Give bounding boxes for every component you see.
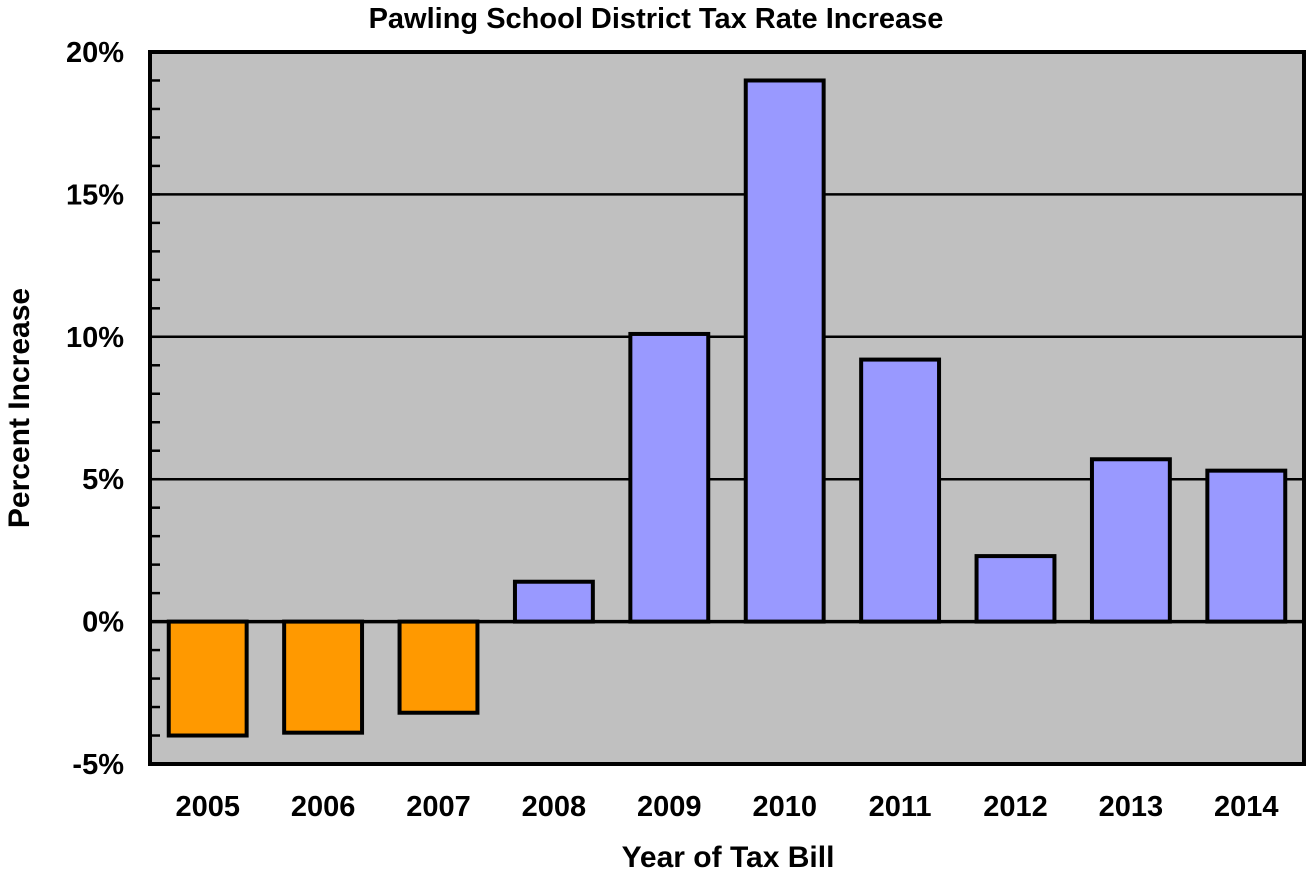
bar [1089, 457, 1172, 624]
x-tick-label: 2009 [637, 791, 702, 823]
bars [166, 78, 1288, 738]
x-tick-label: 2005 [175, 791, 240, 823]
x-tick-label: 2013 [1099, 791, 1164, 823]
x-tick-label: 2010 [752, 791, 817, 823]
x-tick-label: 2007 [406, 791, 471, 823]
x-axis-label: Year of Tax Bill [622, 841, 835, 874]
x-tick-label: 2012 [983, 791, 1048, 823]
y-tick-label: 20% [66, 37, 124, 69]
bar [166, 619, 249, 738]
y-tick-label: 15% [66, 179, 124, 211]
x-axis-tick-labels: 2005 2006 2007 2008 2009 2010 2011 2012 2013 2014 [175, 791, 1278, 823]
x-tick-label: 2014 [1214, 791, 1279, 823]
y-tick-label: 0% [82, 607, 124, 639]
x-tick-label: 2008 [522, 791, 587, 823]
bar [859, 357, 942, 624]
y-tick-label: 5% [82, 464, 124, 496]
x-tick-label: 2006 [291, 791, 356, 823]
bar [512, 579, 595, 624]
bar [743, 78, 826, 624]
x-tick-label: 2011 [869, 791, 932, 823]
y-axis-label: Percent Increase [3, 288, 36, 528]
bar [628, 331, 711, 624]
y-axis-tick-labels: -5% 0% 5% 10% 15% 20% [66, 37, 124, 781]
chart-title: Pawling School District Tax Rate Increas… [369, 3, 944, 35]
y-tick-label: -5% [72, 749, 124, 781]
bar [282, 619, 365, 735]
bar [974, 554, 1057, 624]
plot-border [148, 50, 1306, 766]
y-tick-label: 10% [66, 322, 124, 354]
bar [1205, 468, 1288, 624]
bar [397, 619, 480, 715]
